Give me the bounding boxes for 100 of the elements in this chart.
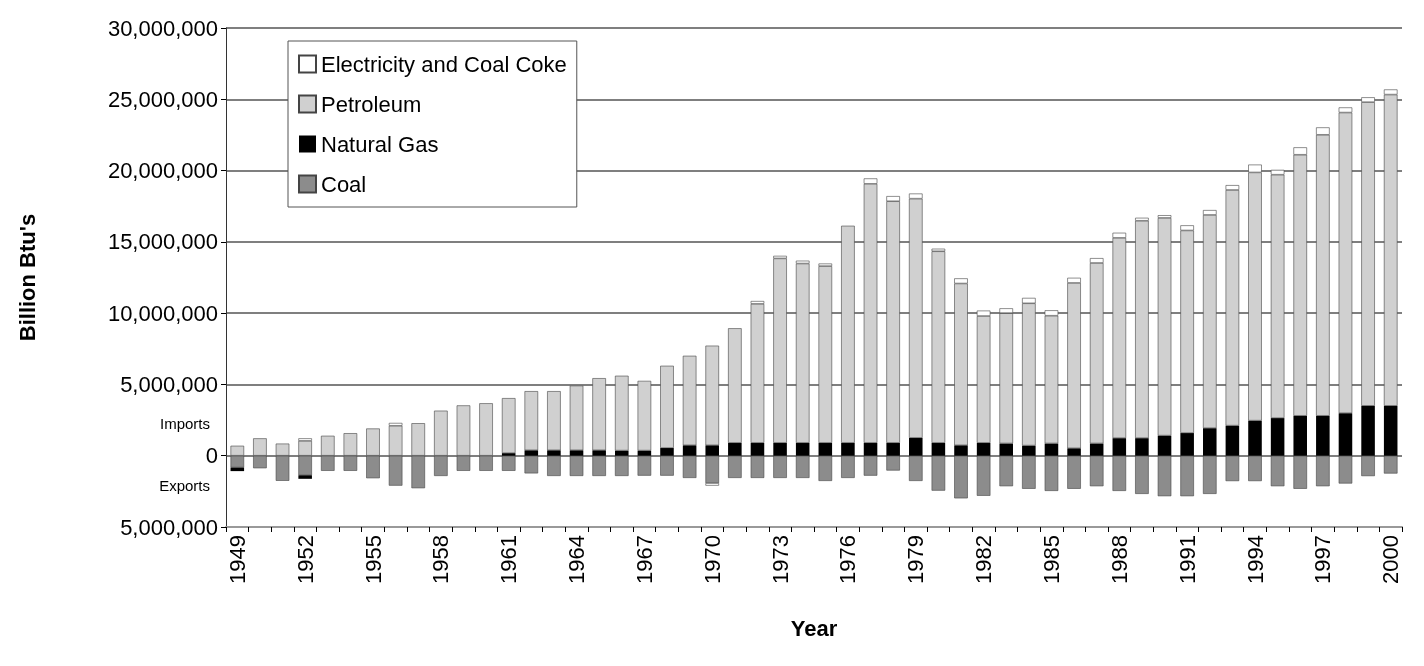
legend-label: Electricity and Coal Coke [321,51,567,77]
x-tick-label: 1994 [1242,535,1268,584]
bar [1089,262,1104,444]
bar [1022,455,1036,489]
bar [818,455,833,481]
bar [501,398,516,454]
bar [931,442,946,456]
x-tick-label: 2000 [1378,535,1404,584]
bar [1135,455,1149,494]
bar [886,455,900,471]
bar [795,455,810,478]
bar [637,450,652,456]
bar [1112,438,1127,456]
bar [1383,405,1398,456]
x-tick-label: 1967 [631,535,657,584]
x-axis-title: Year [790,615,838,641]
x-tick-label: 1991 [1174,535,1200,584]
bar [547,391,561,451]
bar [1338,413,1353,456]
bar [614,450,629,456]
y-tick-label: 10,000,000 [107,300,218,326]
y-tick-label: 20,000,000 [107,158,218,184]
bar [976,455,991,496]
x-tick-label: 1964 [564,535,590,584]
bar [1293,415,1308,456]
legend-label: Coal [321,171,367,197]
x-tick-label: 1985 [1038,535,1064,584]
x-tick-label: 1982 [971,535,997,584]
bar [1270,455,1285,487]
bar [592,450,606,456]
bar [569,455,584,476]
bar [1180,455,1194,497]
bar [863,442,878,456]
x-tick-label: 1970 [699,535,725,584]
bar [1225,189,1240,426]
bar [1293,455,1308,489]
bar [1067,455,1081,489]
y-axis-title: Billion Btu's [14,213,40,342]
bar [999,455,1014,487]
x-tick-label: 1973 [767,535,793,584]
bar [954,445,968,456]
bar [818,442,833,456]
bar [863,455,878,476]
bar [773,455,787,478]
bar [976,442,991,456]
bar [1112,455,1127,491]
bar [841,225,855,443]
bar [1089,455,1104,487]
bar [660,365,674,449]
text: Imports [159,414,210,432]
bar [795,442,810,456]
bar [547,450,561,456]
bar [795,263,810,443]
bar [592,455,606,476]
bar [1044,455,1059,491]
bar [1157,217,1172,436]
bar [1157,435,1172,456]
x-tick-label: 1949 [224,535,250,584]
bar [524,391,539,451]
bar [841,442,855,456]
bar [750,455,765,478]
bar [637,380,652,451]
legend-label: Petroleum [321,91,422,117]
x-tick-label: 1976 [835,535,861,584]
bar [682,445,697,456]
bar [569,385,584,451]
bar [1383,455,1398,474]
bar [886,442,900,456]
bar [1225,455,1240,482]
y-tick-label: 0 [205,443,218,469]
bar [1338,455,1353,484]
bar [682,455,697,478]
bar [705,455,720,484]
bar [614,375,629,451]
bar [908,437,923,456]
x-tick-label: 1958 [428,535,454,584]
bar [614,455,629,476]
bar [1202,455,1217,494]
bar [999,443,1014,456]
y-tick-label: 5,000,000 [120,371,218,397]
bar [931,251,946,443]
bar [1180,433,1194,456]
bar [1044,443,1059,456]
bar [592,378,606,451]
bar [1248,455,1262,482]
bar [1202,214,1217,429]
bar [773,442,787,456]
bar [750,303,765,443]
bar [637,455,652,476]
bar [1135,438,1149,456]
bar [1135,220,1149,439]
bar [818,266,833,443]
bar [1157,455,1172,497]
bar [1202,428,1217,456]
bar [660,448,674,456]
bar [773,258,787,443]
y-tick-label: 30,000,000 [107,15,218,41]
bar [1316,455,1330,487]
x-tick-label: 1961 [496,535,522,584]
x-tick-label: 1955 [360,535,386,584]
